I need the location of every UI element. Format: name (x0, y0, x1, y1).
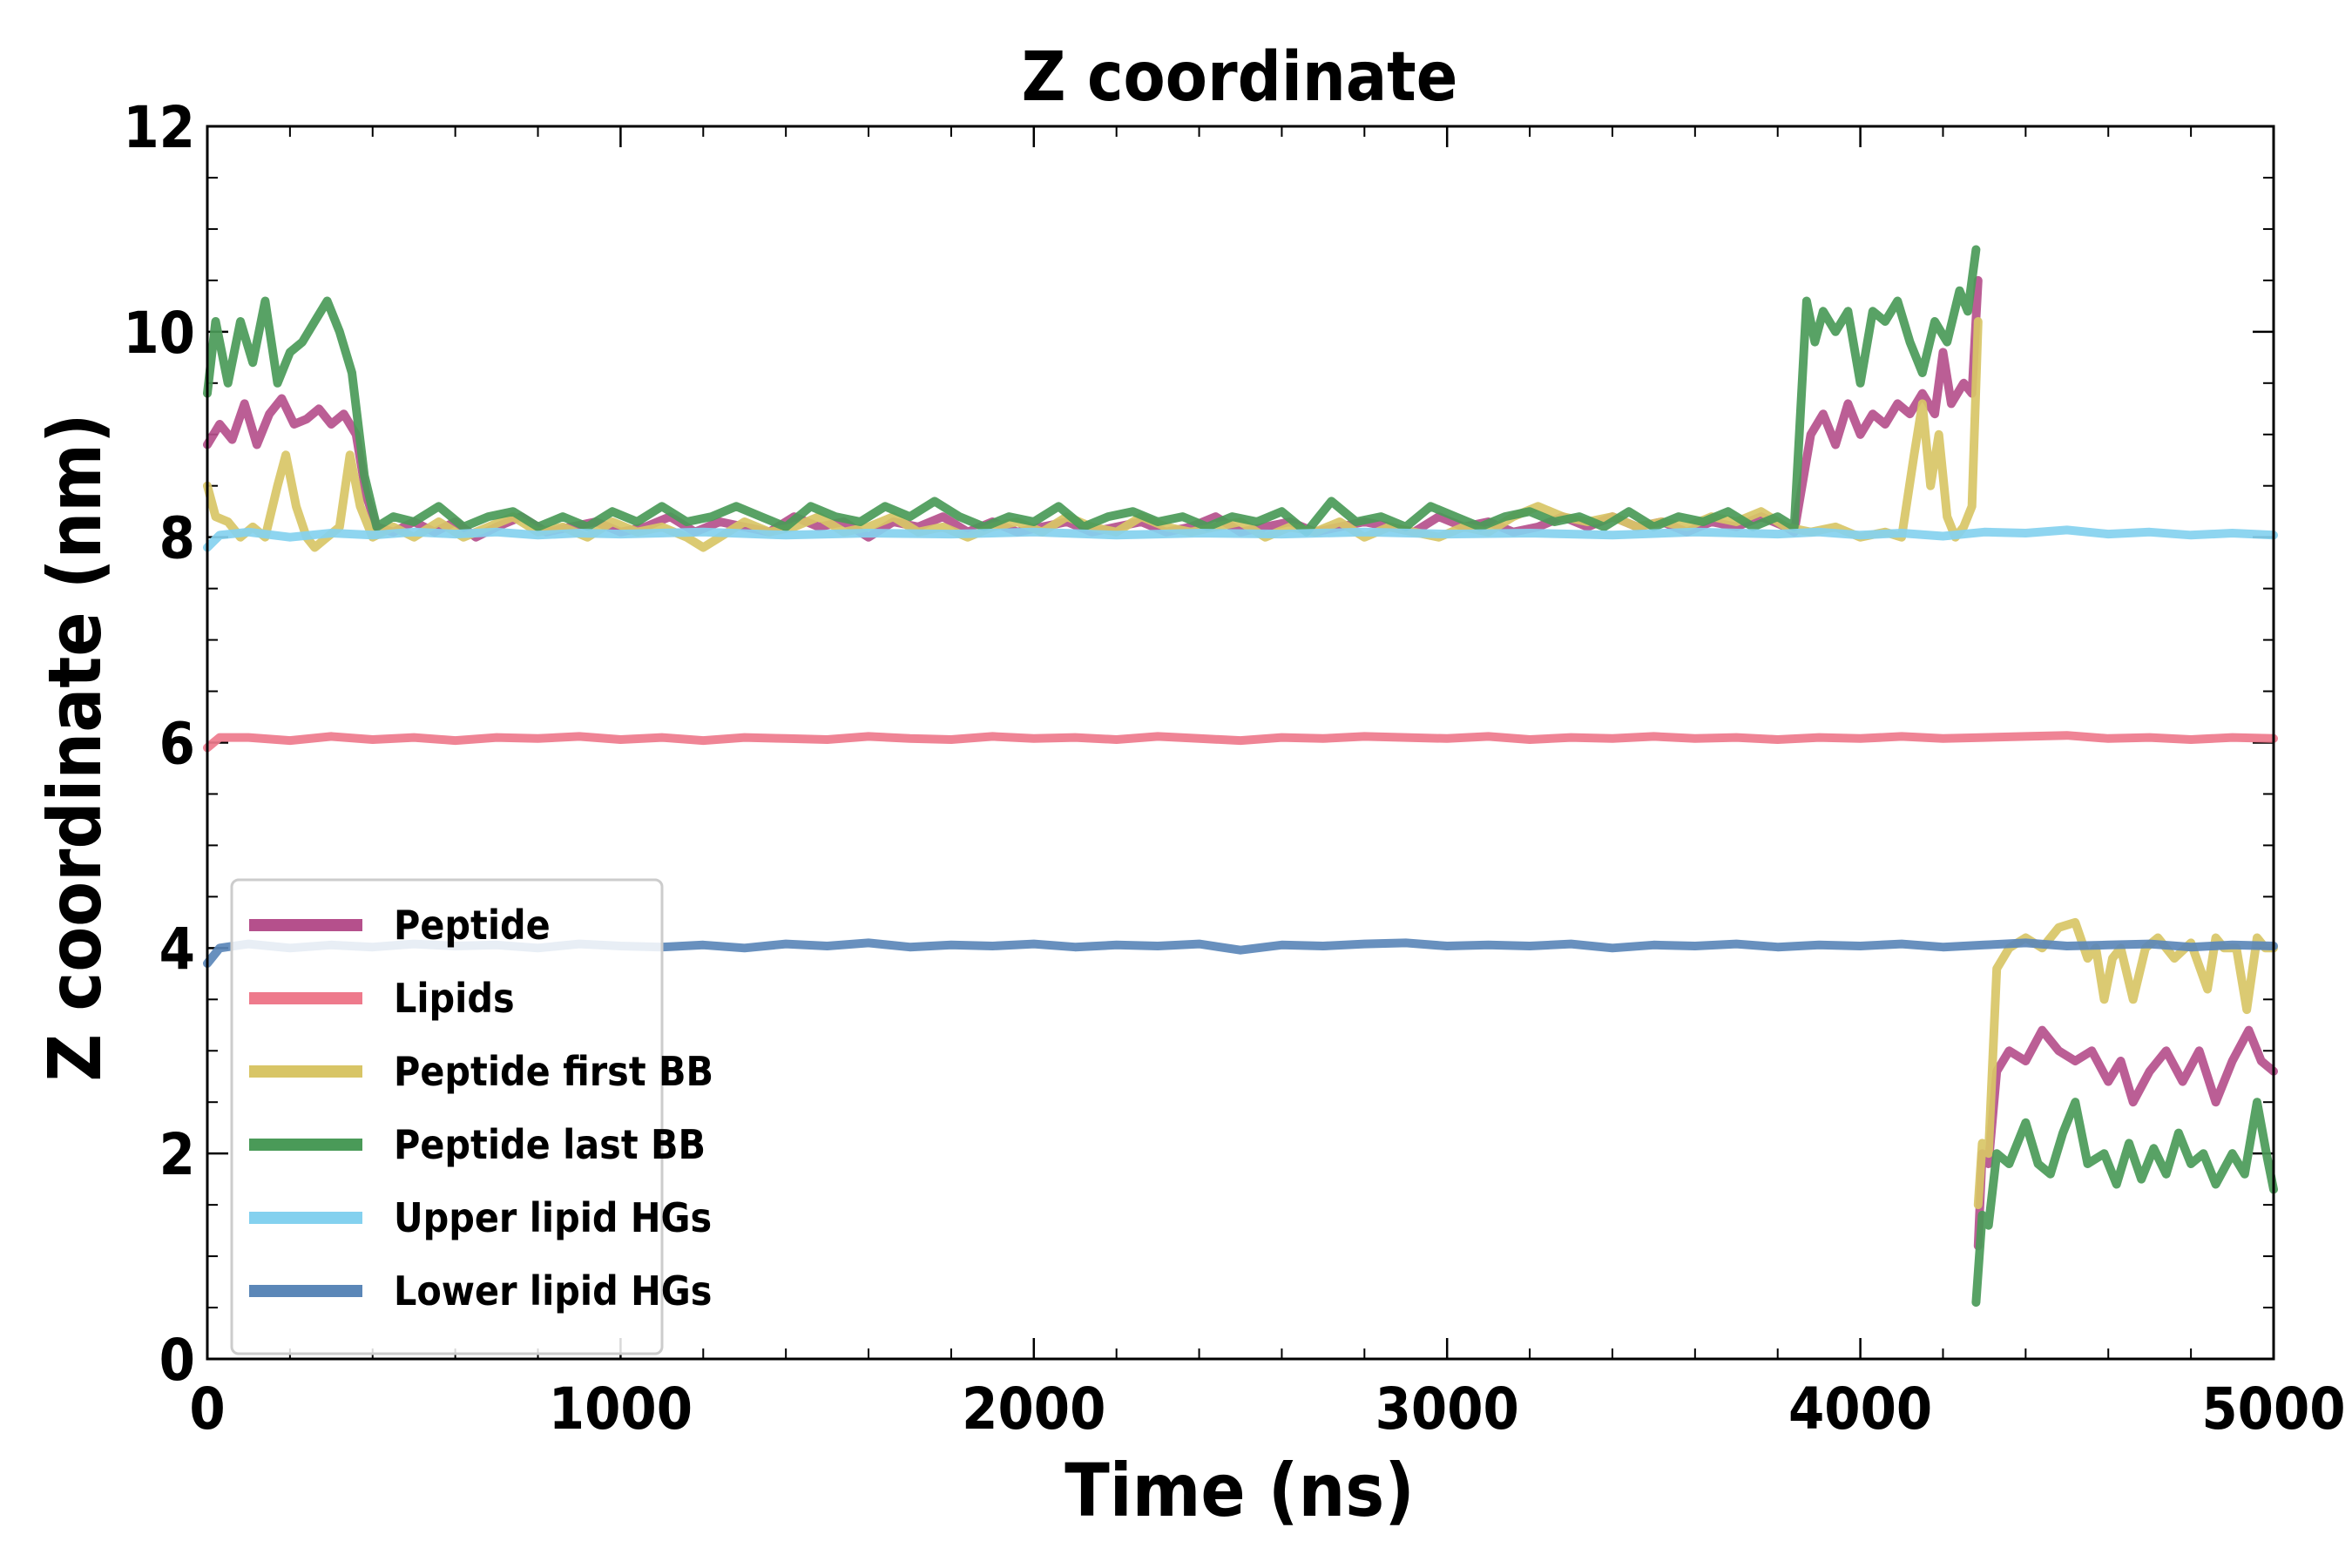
legend-label: Peptide last BB (394, 1121, 706, 1168)
legend-label: Upper lipid HGs (394, 1194, 712, 1241)
y-tick-label: 12 (123, 94, 195, 161)
legend-label: Peptide (394, 902, 551, 949)
legend-label: Lipids (394, 975, 515, 1022)
y-tick-label: 4 (159, 916, 195, 983)
legend: Peptide Lipids Peptide first BB Peptide las… (232, 880, 713, 1354)
x-tick-label: 5000 (2201, 1375, 2345, 1443)
legend-label: Peptide first BB (394, 1048, 713, 1095)
x-tick-label: 3000 (1375, 1375, 1519, 1443)
chart-root: Z coordinate Time (ns) Z coordinate (nm)… (0, 0, 2352, 1568)
y-tick-label: 6 (159, 711, 195, 778)
x-axis-label: Time (ns) (1064, 1448, 1415, 1533)
y-tick-label: 8 (159, 505, 195, 572)
y-tick-label: 10 (123, 300, 195, 367)
y-tick-label: 0 (159, 1327, 195, 1394)
chart-title: Z coordinate (1022, 38, 1458, 117)
y-tick-label: 2 (159, 1121, 195, 1188)
x-tick-label: 4000 (1788, 1375, 1932, 1443)
x-tick-label: 1000 (549, 1375, 693, 1443)
chart-svg: Z coordinate Time (ns) Z coordinate (nm)… (0, 0, 2352, 1568)
y-axis-label: Z coordinate (nm) (32, 413, 118, 1081)
x-tick-label: 2000 (962, 1375, 1105, 1443)
legend-label: Lower lipid HGs (394, 1267, 712, 1315)
